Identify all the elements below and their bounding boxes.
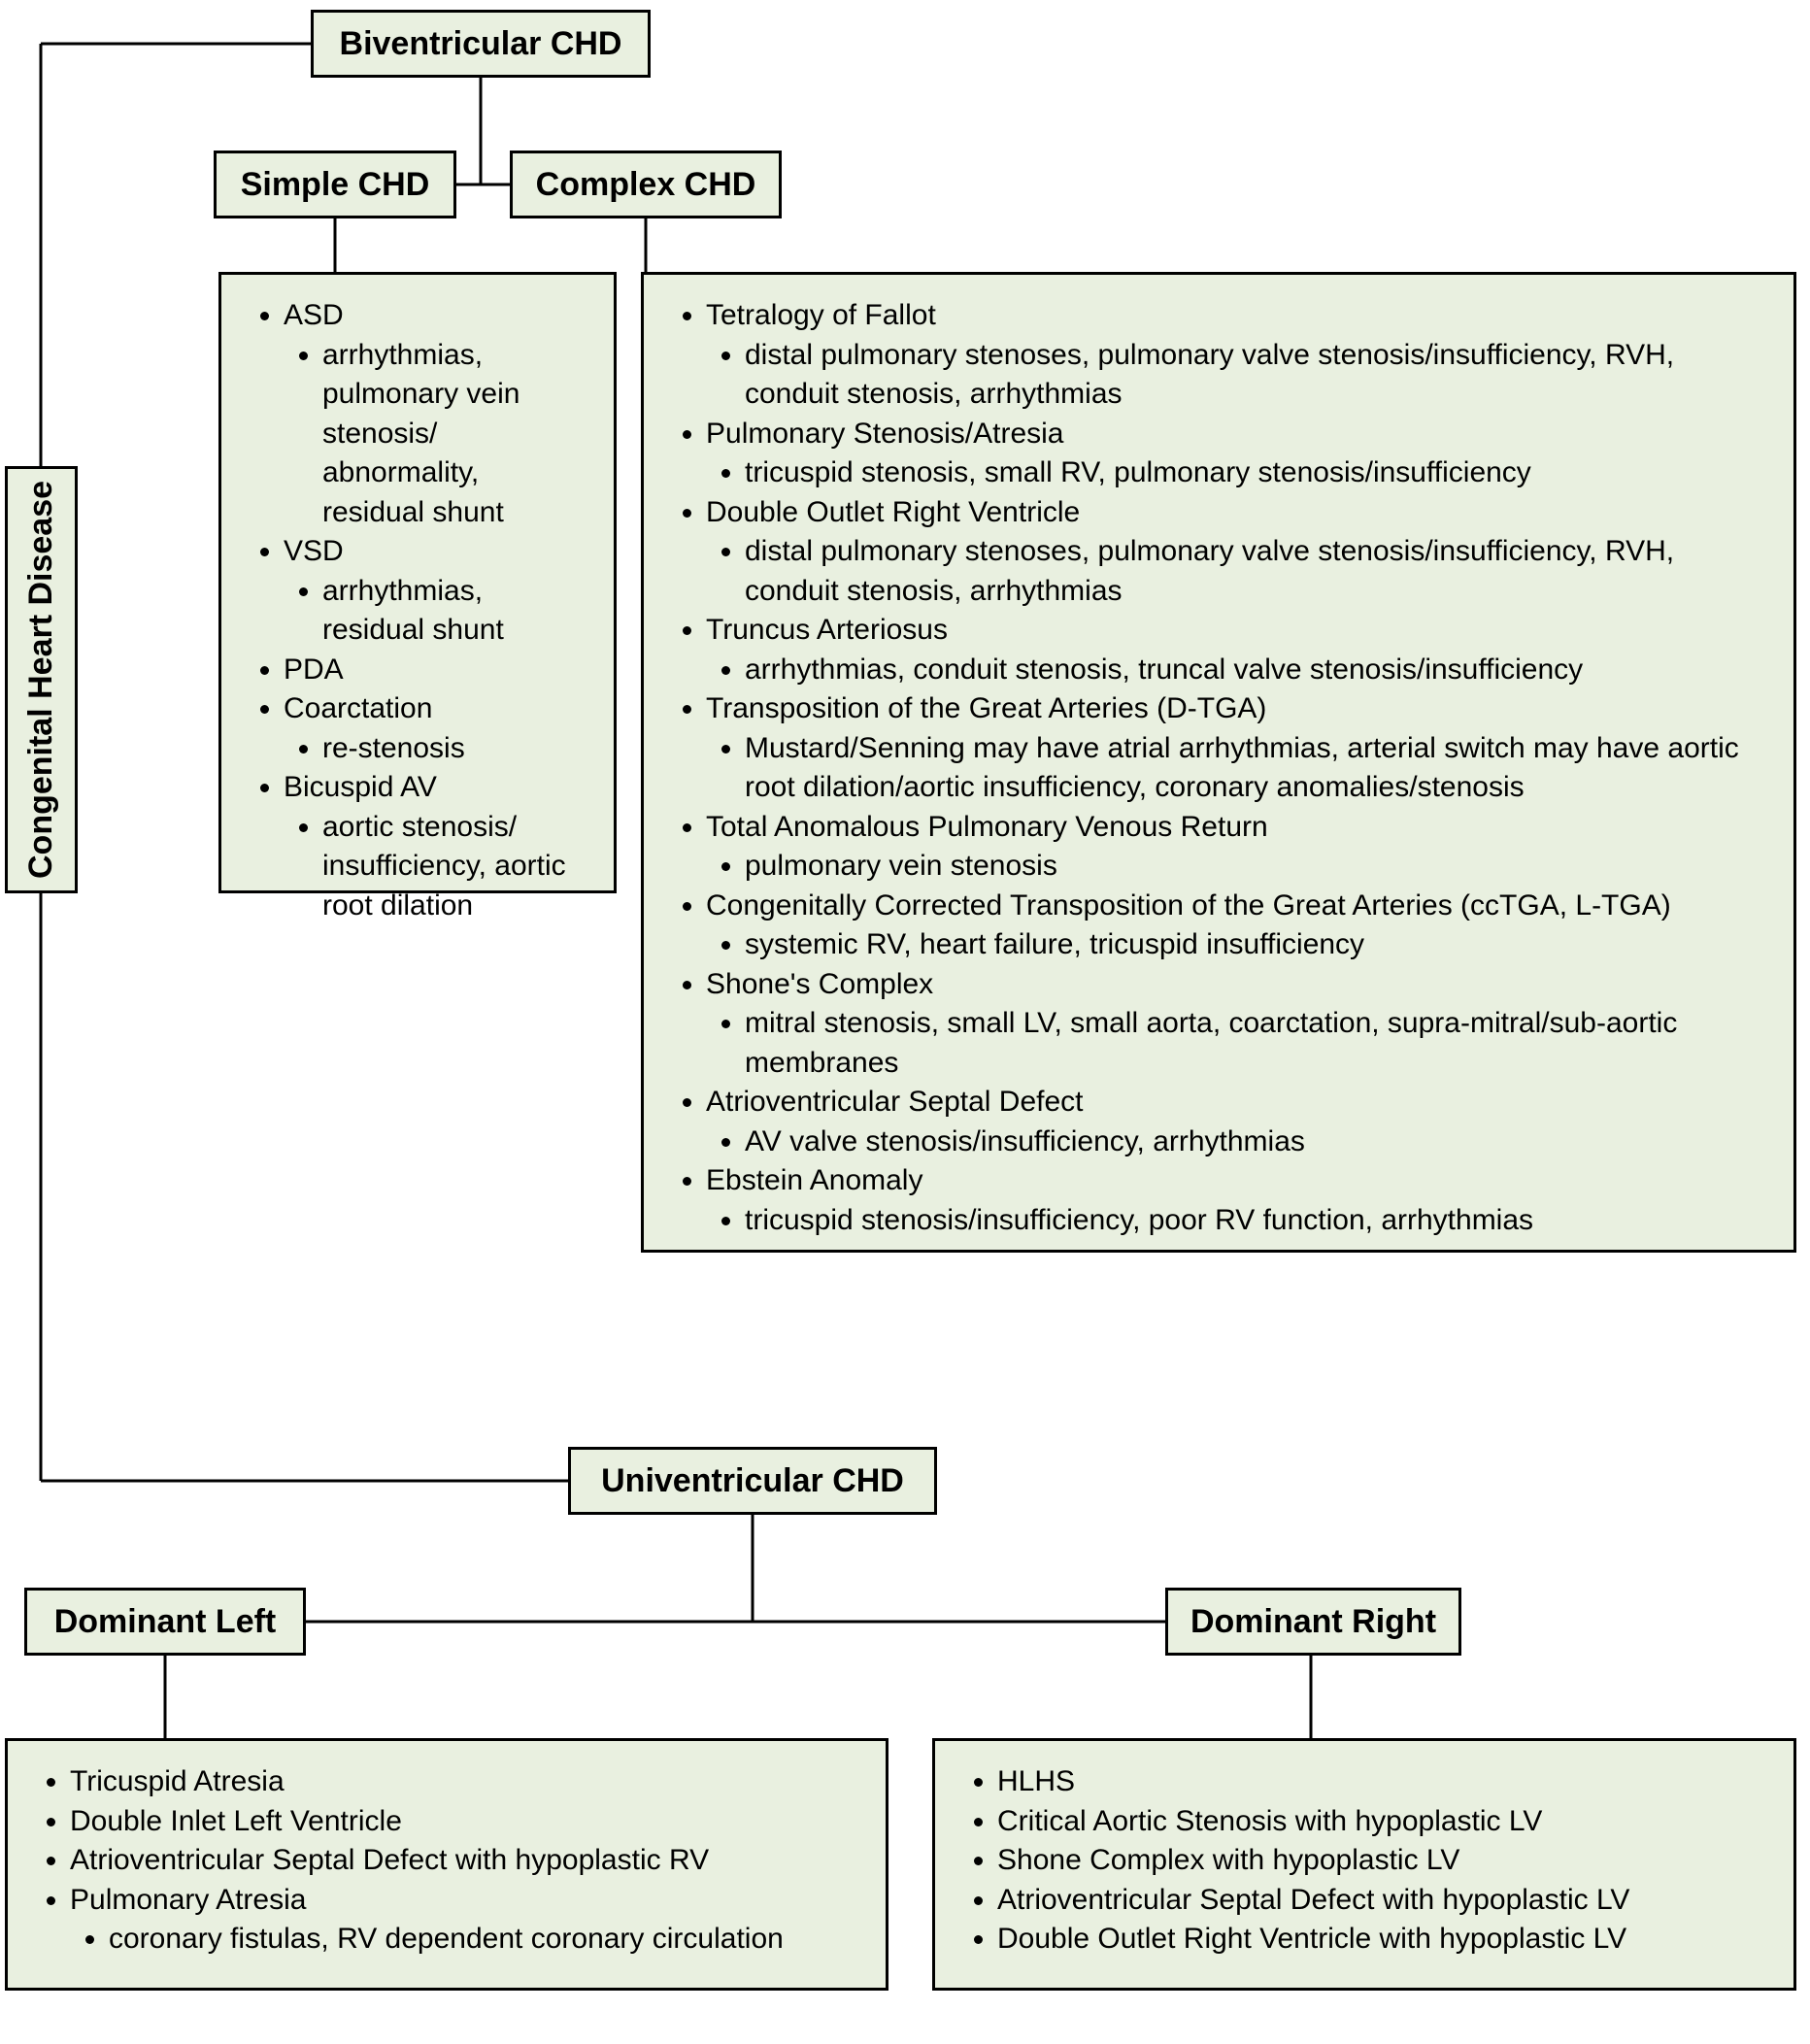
list-subitem: arrhythmias, pulmonary vein stenosis/ ab… — [322, 336, 587, 533]
dominant-left-list: Tricuspid AtresiaDouble Inlet Left Ventr… — [43, 1762, 858, 1960]
node-univentricular: Univentricular CHD — [568, 1447, 937, 1515]
list-item: Critical Aortic Stenosis with hypoplasti… — [997, 1802, 1766, 1842]
node-root: Congenital Heart Disease — [5, 466, 78, 893]
list-item: Truncus Arteriosusarrhythmias, conduit s… — [706, 611, 1766, 689]
list-subitem: AV valve stenosis/insufficiency, arrhyth… — [745, 1123, 1766, 1162]
list-item: Total Anomalous Pulmonary Venous Returnp… — [706, 808, 1766, 887]
node-dominant-right-detail: HLHSCritical Aortic Stenosis with hypopl… — [932, 1738, 1796, 1991]
node-complex: Complex CHD — [510, 151, 782, 218]
list-subitem: coronary fistulas, RV dependent coronary… — [109, 1920, 858, 1960]
list-item: Bicuspid AVaortic stenosis/ insufficienc… — [284, 768, 587, 925]
list-item: Tricuspid Atresia — [70, 1762, 858, 1802]
node-biventricular: Biventricular CHD — [311, 10, 651, 78]
list-item: Transposition of the Great Arteries (D-T… — [706, 689, 1766, 808]
list-subitem: distal pulmonary stenoses, pulmonary val… — [745, 532, 1766, 611]
list-item: PDA — [284, 651, 587, 690]
list-subitem: arrhythmias, residual shunt — [322, 572, 587, 651]
simple-list: ASDarrhythmias, pulmonary vein stenosis/… — [256, 296, 587, 925]
list-item: HLHS — [997, 1762, 1766, 1802]
list-item: Coarctationre-stenosis — [284, 689, 587, 768]
list-subitem: Mustard/Senning may have atrial arrhythm… — [745, 729, 1766, 808]
list-subitem: distal pulmonary stenoses, pulmonary val… — [745, 336, 1766, 415]
node-simple-detail: ASDarrhythmias, pulmonary vein stenosis/… — [218, 272, 617, 893]
list-item: ASDarrhythmias, pulmonary vein stenosis/… — [284, 296, 587, 532]
list-item: Shone's Complexmitral stenosis, small LV… — [706, 965, 1766, 1084]
node-simple: Simple CHD — [214, 151, 456, 218]
list-subitem: tricuspid stenosis/insufficiency, poor R… — [745, 1201, 1766, 1241]
list-item: Congenitally Corrected Transposition of … — [706, 887, 1766, 965]
list-item: Double Outlet Right Ventricle with hypop… — [997, 1920, 1766, 1960]
node-complex-detail: Tetralogy of Fallotdistal pulmonary sten… — [641, 272, 1796, 1253]
list-subitem: tricuspid stenosis, small RV, pulmonary … — [745, 453, 1766, 493]
node-simple-label: Simple CHD — [241, 166, 430, 204]
list-item: Tetralogy of Fallotdistal pulmonary sten… — [706, 296, 1766, 415]
node-dominant-left-label: Dominant Left — [54, 1603, 277, 1641]
list-item: Double Outlet Right Ventricledistal pulm… — [706, 493, 1766, 612]
list-item: Pulmonary Stenosis/Atresiatricuspid sten… — [706, 415, 1766, 493]
list-subitem: re-stenosis — [322, 729, 587, 769]
node-dominant-left: Dominant Left — [24, 1588, 306, 1656]
complex-list: Tetralogy of Fallotdistal pulmonary sten… — [679, 296, 1766, 1240]
node-univentricular-label: Univentricular CHD — [601, 1462, 904, 1500]
dominant-right-list: HLHSCritical Aortic Stenosis with hypopl… — [970, 1762, 1766, 1960]
list-item: Ebstein Anomalytricuspid stenosis/insuff… — [706, 1161, 1766, 1240]
list-item: Double Inlet Left Ventricle — [70, 1802, 858, 1842]
node-complex-label: Complex CHD — [536, 166, 756, 204]
list-item: Shone Complex with hypoplastic LV — [997, 1841, 1766, 1881]
list-item: Atrioventricular Septal DefectAV valve s… — [706, 1083, 1766, 1161]
list-subitem: pulmonary vein stenosis — [745, 847, 1766, 887]
node-biventricular-label: Biventricular CHD — [340, 25, 622, 63]
list-item: VSDarrhythmias, residual shunt — [284, 532, 587, 651]
list-subitem: systemic RV, heart failure, tricuspid in… — [745, 925, 1766, 965]
list-item: Atrioventricular Septal Defect with hypo… — [70, 1841, 858, 1881]
list-subitem: arrhythmias, conduit stenosis, truncal v… — [745, 651, 1766, 690]
node-dominant-left-detail: Tricuspid AtresiaDouble Inlet Left Ventr… — [5, 1738, 888, 1991]
list-item: Pulmonary Atresiacoronary fistulas, RV d… — [70, 1881, 858, 1960]
node-dominant-right-label: Dominant Right — [1190, 1603, 1436, 1641]
list-item: Atrioventricular Septal Defect with hypo… — [997, 1881, 1766, 1921]
list-subitem: mitral stenosis, small LV, small aorta, … — [745, 1004, 1766, 1083]
node-root-label: Congenital Heart Disease — [22, 481, 60, 879]
flowchart-canvas: Congenital Heart Disease Biventricular C… — [0, 0, 1810, 2044]
node-dominant-right: Dominant Right — [1165, 1588, 1461, 1656]
list-subitem: aortic stenosis/ insufficiency, aortic r… — [322, 808, 587, 926]
